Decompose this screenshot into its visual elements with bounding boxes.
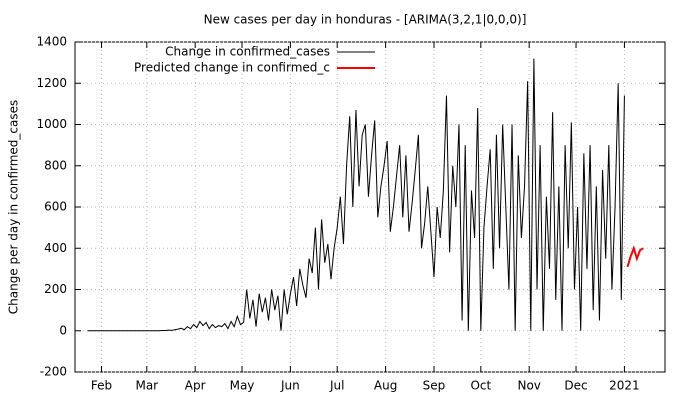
legend-label: Change in confirmed_cases [165,45,330,59]
x-tick-label: Nov [517,379,540,393]
y-tick-label: 600 [44,200,67,214]
y-tick-label: 1400 [36,35,67,49]
x-tick-label: 2021 [609,379,640,393]
y-tick-label: 800 [44,158,67,172]
y-tick-label: 1000 [36,117,67,131]
x-tick-label: Jun [280,379,300,393]
y-tick-label: -200 [40,365,67,379]
legend-label: Predicted change in confirmed_c [134,61,330,75]
y-tick-label: 1200 [36,76,67,90]
chart-title: New cases per day in honduras - [ARIMA(3… [204,13,527,27]
x-tick-label: Oct [470,379,491,393]
y-tick-label: 0 [59,323,67,337]
x-tick-label: Sep [423,379,446,393]
y-axis-label: Change per day in confirmed_cases [7,100,21,315]
x-tick-label: Apr [185,379,206,393]
series-line [626,245,644,268]
x-tick-label: Aug [374,379,397,393]
series-line [87,58,625,332]
x-tick-label: Jul [329,379,344,393]
x-tick-label: Dec [564,379,587,393]
x-tick-label: Mar [135,379,158,393]
x-tick-label: Feb [91,379,112,393]
y-tick-label: 400 [44,241,67,255]
x-tick-label: May [230,379,255,393]
y-tick-label: 200 [44,282,67,296]
